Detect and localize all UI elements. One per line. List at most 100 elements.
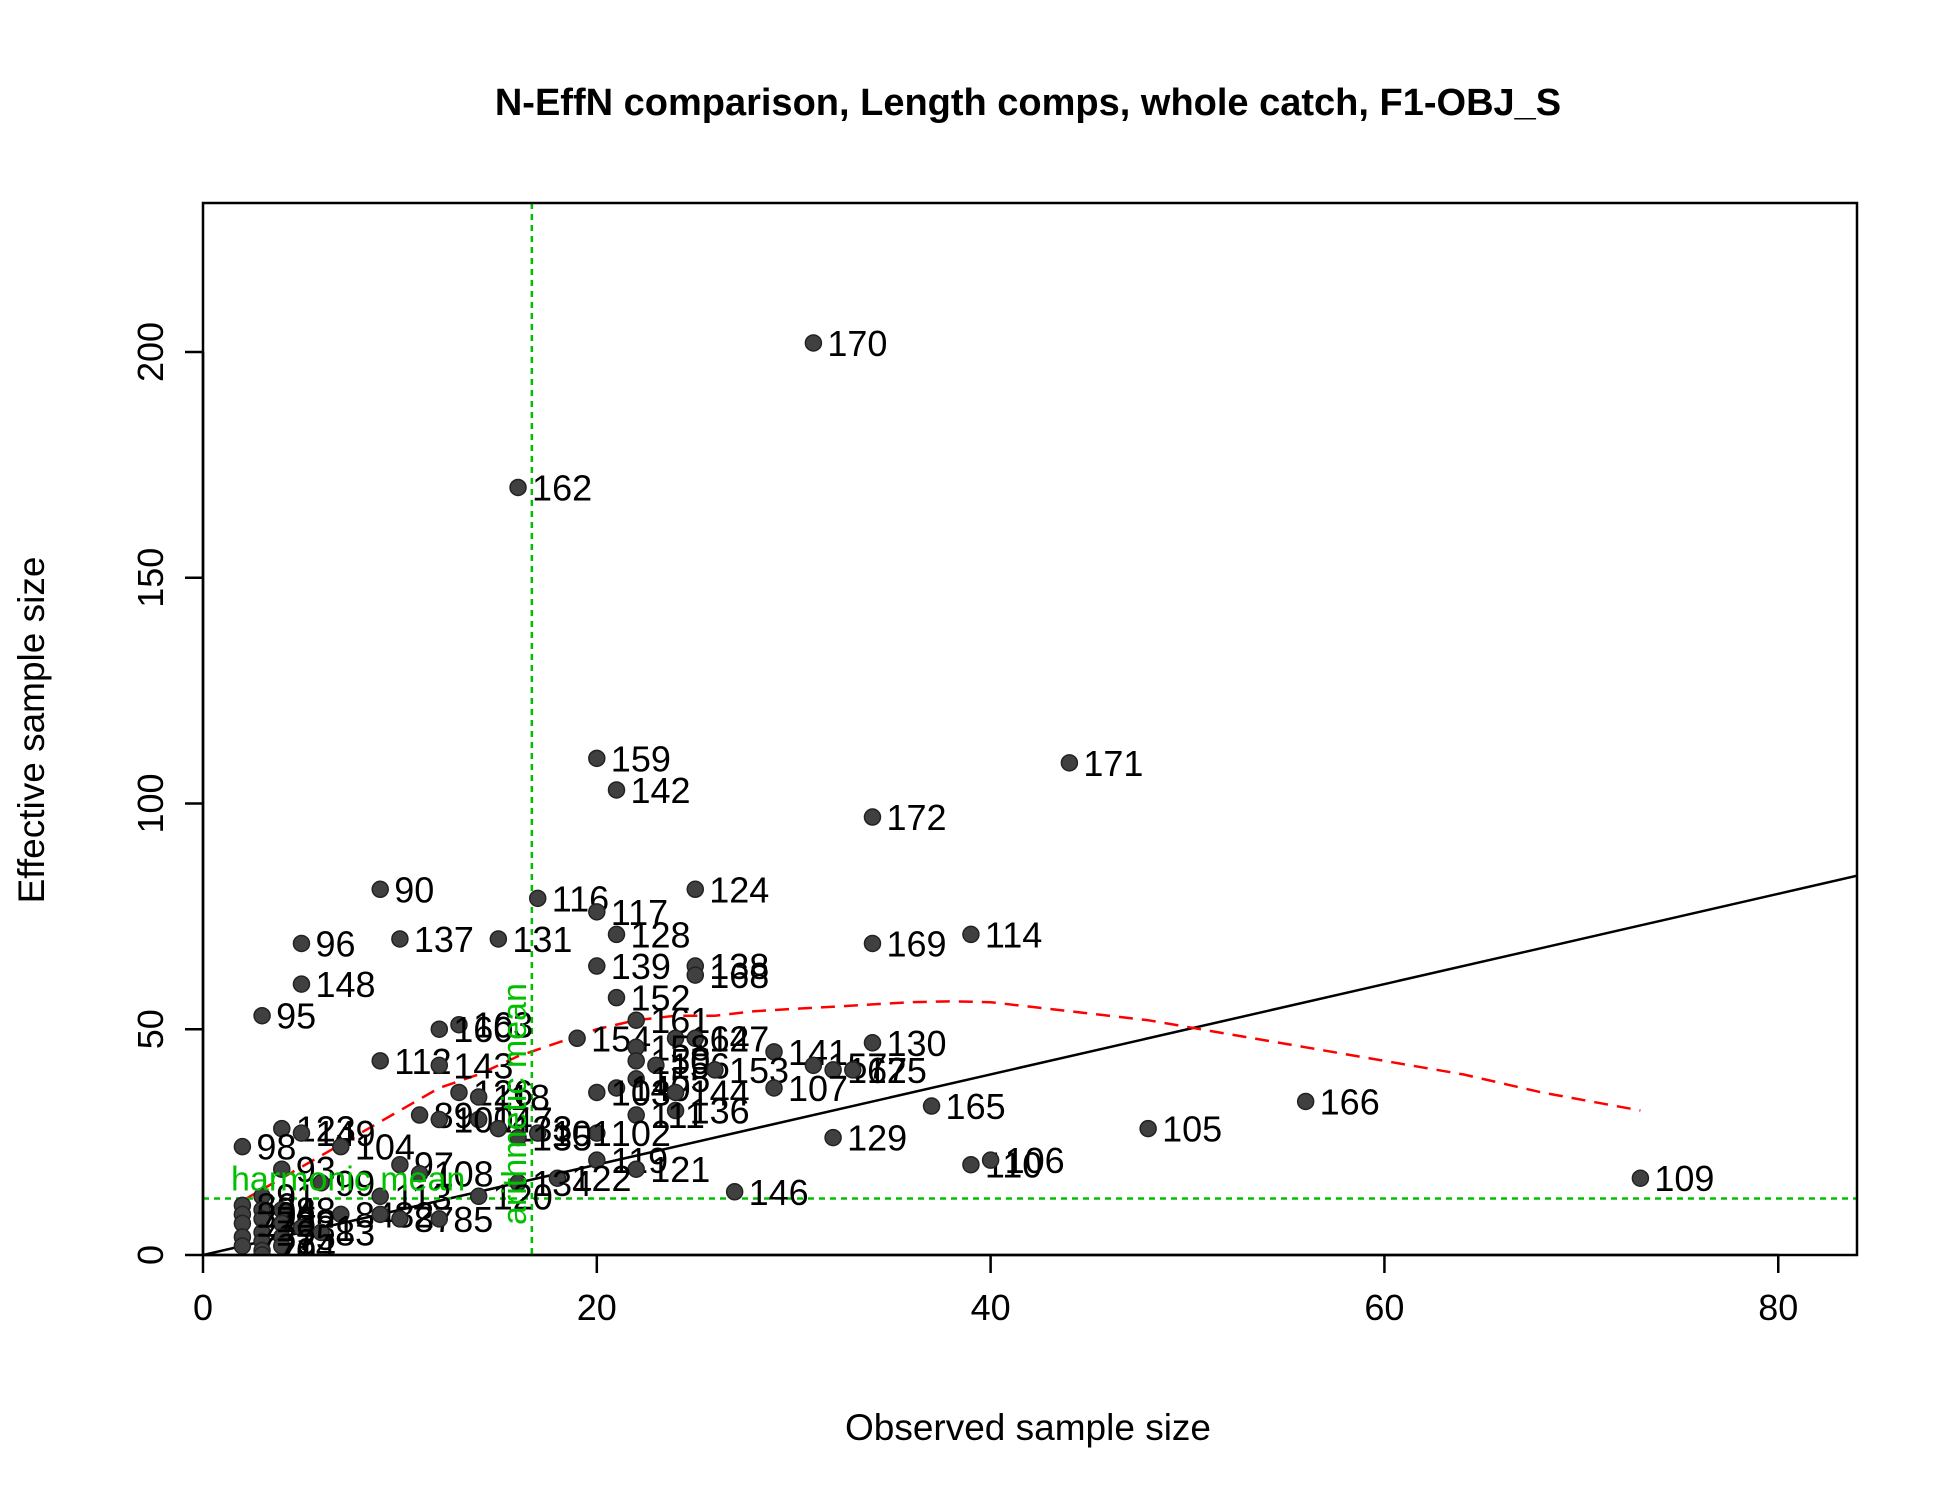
data-point	[253, 1006, 271, 1025]
data-point	[588, 903, 606, 921]
y-tick-label: 100	[130, 773, 171, 833]
point-label: 160	[453, 1009, 513, 1050]
data-point	[469, 1187, 488, 1206]
data-point	[528, 889, 547, 908]
data-point	[863, 934, 882, 953]
point-label: 96	[315, 923, 355, 964]
x-tick-label: 80	[1758, 1287, 1798, 1328]
y-axis-label: Effective sample size	[11, 557, 52, 904]
point-label: 166	[1320, 1081, 1380, 1122]
harmonic-mean-label: harmonic mean	[231, 1161, 465, 1199]
x-tick-label: 20	[577, 1287, 617, 1328]
point-label: 85	[453, 1199, 493, 1240]
data-point	[292, 1124, 311, 1142]
data-point	[962, 925, 980, 944]
data-point	[922, 1097, 941, 1115]
data-point	[509, 1174, 527, 1192]
point-label: 169	[886, 923, 946, 964]
data-point	[686, 880, 705, 899]
data-point	[981, 1151, 1000, 1169]
point-label: 90	[394, 869, 434, 910]
point-label: 103	[611, 1072, 671, 1113]
data-point	[469, 1088, 488, 1106]
point-label: 83	[335, 1212, 375, 1253]
point-label: 117	[611, 892, 668, 933]
point-label: 109	[1654, 1158, 1714, 1199]
data-point	[666, 1029, 685, 1048]
data-point	[588, 1083, 606, 1102]
data-point	[607, 1079, 626, 1097]
point-label: 129	[847, 1118, 907, 1159]
data-point	[627, 1106, 645, 1124]
point-label: 130	[886, 1023, 946, 1064]
point-label: 106	[1005, 1140, 1065, 1181]
point-label: 111	[650, 1095, 705, 1136]
point-label: 71	[276, 1235, 316, 1276]
point-label: 135	[532, 1118, 592, 1159]
data-point	[962, 1155, 980, 1174]
point-label: 75	[296, 1217, 336, 1258]
arithmetic-mean-label: arithmetic mean	[496, 983, 534, 1225]
point-label: 70	[276, 1230, 316, 1271]
data-point	[765, 1079, 783, 1097]
y-tick-label: 0	[130, 1245, 171, 1265]
data-point	[607, 781, 626, 799]
data-point	[273, 1119, 291, 1138]
data-point	[568, 1029, 586, 1048]
data-point	[666, 1101, 685, 1120]
point-label: 99	[335, 1163, 375, 1204]
data-point	[450, 1015, 468, 1034]
data-point	[627, 1070, 645, 1088]
chart-title: N-EffN comparison, Length comps, whole c…	[495, 82, 1561, 124]
point-label: 171	[1083, 743, 1143, 784]
data-point	[607, 925, 626, 944]
data-point	[509, 478, 527, 497]
point-label: 113	[394, 1176, 451, 1217]
data-point	[292, 975, 311, 993]
point-label: 114	[985, 914, 1042, 955]
point-label: 138	[709, 946, 769, 987]
data-point	[332, 1137, 350, 1156]
data-point	[391, 930, 409, 948]
data-point	[824, 1061, 842, 1079]
data-point	[391, 1210, 409, 1228]
data-point	[233, 1137, 252, 1156]
data-point	[627, 1052, 645, 1070]
point-label: 148	[315, 964, 375, 1005]
data-point	[371, 1052, 389, 1070]
data-point	[233, 1237, 252, 1255]
point-label: 165	[946, 1086, 1006, 1127]
data-point	[430, 1056, 449, 1075]
data-point	[607, 988, 626, 1007]
data-point	[312, 1223, 330, 1242]
data-point	[410, 1106, 429, 1124]
data-point	[1139, 1119, 1157, 1138]
data-point	[706, 1061, 724, 1079]
y-axis: 0 50 100 150 200	[130, 322, 205, 1265]
data-point	[666, 1083, 685, 1102]
point-label: 108	[434, 1154, 494, 1195]
data-point	[312, 1174, 330, 1192]
data-point	[253, 1246, 271, 1255]
point-label: 168	[709, 955, 769, 996]
data-point	[627, 1160, 645, 1178]
data-point	[371, 1205, 389, 1224]
point-label: 128	[631, 914, 691, 955]
point-label: 139	[611, 946, 671, 987]
data-point	[391, 1155, 409, 1174]
point-label: 142	[631, 770, 691, 811]
point-label: 124	[709, 869, 769, 910]
data-point	[430, 1020, 449, 1038]
y-tick-label: 200	[130, 322, 171, 382]
y-tick-label: 150	[130, 548, 171, 608]
point-label: 98	[256, 1127, 296, 1168]
data-point	[686, 966, 705, 984]
point-label: 159	[611, 738, 671, 779]
point-label: 144	[690, 1072, 750, 1113]
data-point	[588, 1124, 606, 1142]
point-label: 120	[493, 1176, 553, 1217]
data-point	[804, 334, 823, 352]
data-point	[627, 1011, 645, 1029]
point-label: 131	[512, 919, 572, 960]
